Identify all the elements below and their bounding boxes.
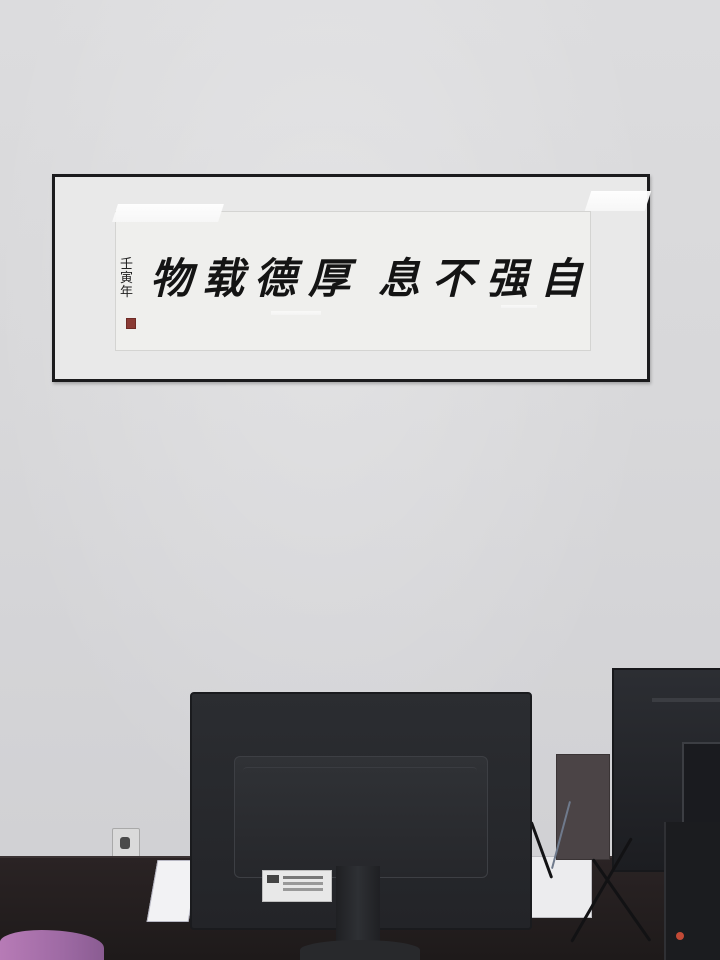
- light-reflection: [584, 191, 652, 211]
- outlet-socket: [120, 837, 130, 849]
- calligraphy-text: 物 载 德 厚 息 不 强 自: [150, 245, 590, 315]
- pc-tower: [664, 822, 720, 960]
- monitor-rear-recess: [243, 767, 477, 866]
- wall-outlet: [112, 828, 140, 858]
- calligraphy-char: 息: [378, 254, 423, 303]
- calligraphy-char: 不: [432, 254, 477, 303]
- artist-signature: 壬寅年: [120, 257, 134, 300]
- power-led: [676, 932, 684, 940]
- monitor-rear-panel: [234, 756, 488, 878]
- monitor-stand-base: [300, 940, 420, 960]
- calligraphy-paper: [115, 211, 591, 351]
- cabinet: [556, 754, 610, 860]
- calligraphy-frame: [52, 174, 652, 382]
- calligraphy-char: 自: [540, 254, 585, 303]
- product-label: [262, 870, 332, 902]
- calligraphy-char: 物: [150, 254, 195, 303]
- calligraphy-char: 强: [486, 254, 531, 303]
- calligraphy-char: 德: [254, 254, 299, 303]
- calligraphy-char: 载: [202, 254, 247, 303]
- side-monitor-edge: [652, 698, 720, 702]
- light-reflection: [112, 204, 224, 222]
- light-reflection: [271, 311, 321, 315]
- light-reflection: [501, 305, 537, 308]
- calligraphy-char: 厚: [308, 254, 353, 303]
- red-seal-stamp: [126, 318, 136, 329]
- paper-stack-right: [526, 856, 592, 918]
- purple-cloth: [0, 930, 104, 960]
